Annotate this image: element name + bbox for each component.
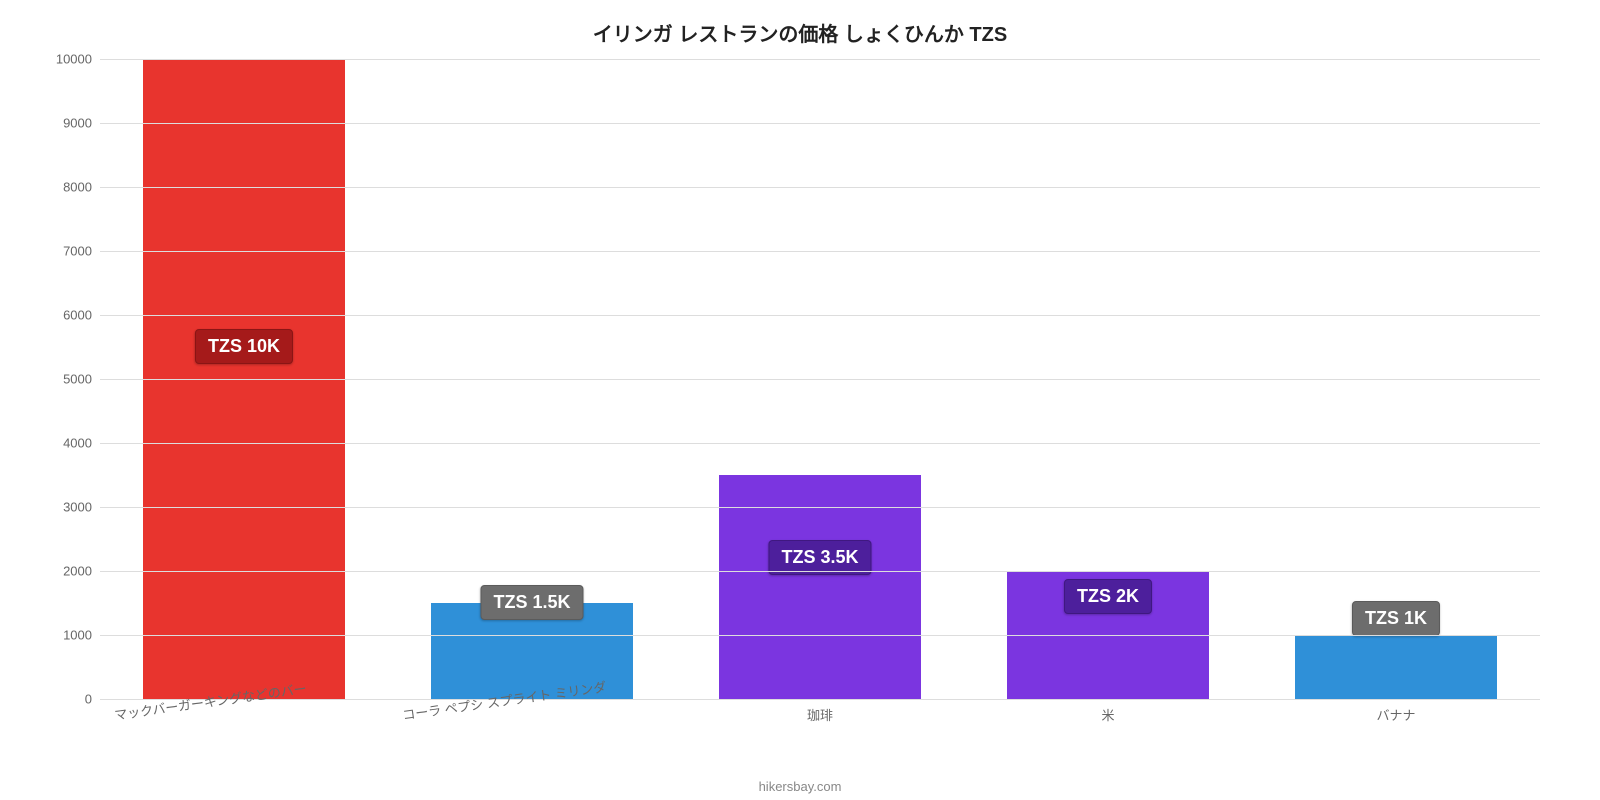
y-tick-label: 3000 bbox=[63, 500, 100, 515]
grid-line bbox=[100, 571, 1540, 572]
x-tick-label: バナナ bbox=[1376, 705, 1415, 724]
y-tick-label: 9000 bbox=[63, 116, 100, 131]
value-badge: TZS 2K bbox=[1064, 579, 1152, 614]
value-badge: TZS 10K bbox=[195, 329, 293, 364]
y-tick-label: 5000 bbox=[63, 372, 100, 387]
grid-line bbox=[100, 443, 1540, 444]
grid-line bbox=[100, 635, 1540, 636]
y-tick-label: 1000 bbox=[63, 628, 100, 643]
attribution-text: hikersbay.com bbox=[759, 779, 842, 794]
grid-line bbox=[100, 251, 1540, 252]
grid-line bbox=[100, 59, 1540, 60]
bar bbox=[1295, 635, 1497, 699]
grid-line bbox=[100, 507, 1540, 508]
chart-title: イリンガ レストランの価格 しょくひんか TZS bbox=[30, 18, 1570, 47]
y-tick-label: 4000 bbox=[63, 436, 100, 451]
y-tick-label: 0 bbox=[85, 692, 100, 707]
x-tick-label: 米 bbox=[1101, 705, 1114, 724]
grid-line bbox=[100, 379, 1540, 380]
bar bbox=[719, 475, 921, 699]
value-badge: TZS 1K bbox=[1352, 601, 1440, 636]
x-axis-labels: マックバーガーキングなどのバーコーラ ペプシ スプライト ミリンダ珈琲米バナナ bbox=[100, 699, 1540, 739]
value-badge: TZS 1.5K bbox=[480, 585, 583, 620]
grid-line bbox=[100, 123, 1540, 124]
plot-area: TZS 10KTZS 1.5KTZS 3.5KTZS 2KTZS 1K 0100… bbox=[100, 59, 1540, 699]
y-tick-label: 6000 bbox=[63, 308, 100, 323]
y-tick-label: 8000 bbox=[63, 180, 100, 195]
y-tick-label: 7000 bbox=[63, 244, 100, 259]
x-tick-label: 珈琲 bbox=[807, 705, 833, 724]
value-badge: TZS 3.5K bbox=[768, 540, 871, 575]
grid-line bbox=[100, 315, 1540, 316]
price-bar-chart: イリンガ レストランの価格 しょくひんか TZS TZS 10K TZS 1.5K… bbox=[0, 0, 1600, 800]
y-tick-label: 10000 bbox=[56, 52, 100, 67]
y-tick-label: 2000 bbox=[63, 564, 100, 579]
grid-line bbox=[100, 187, 1540, 188]
